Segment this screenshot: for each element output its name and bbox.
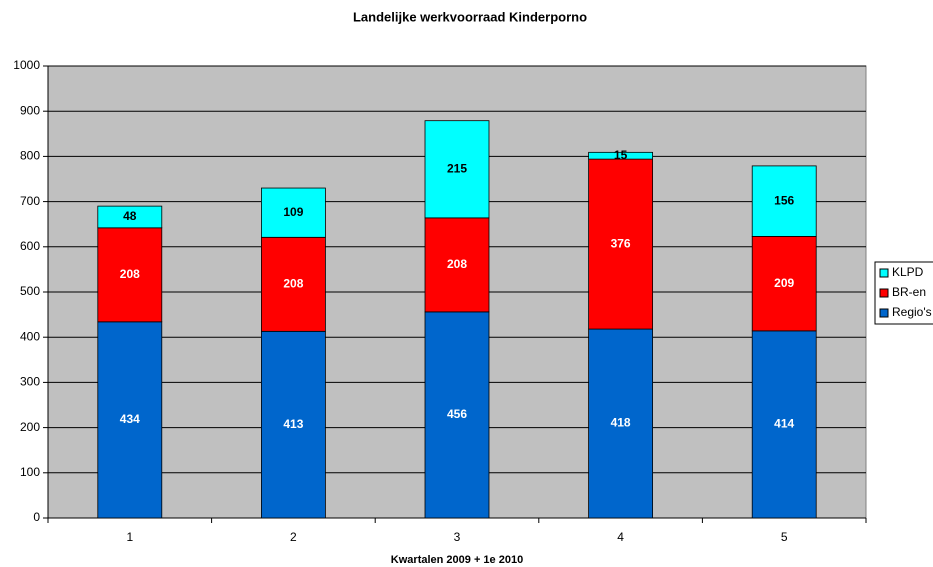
y-tick-label: 900 [20,103,40,117]
y-tick-label: 1000 [13,58,40,72]
bar-segment [97,321,163,519]
bar-segment [424,311,490,519]
data-label: 156 [774,193,794,207]
data-label: 376 [611,236,631,250]
bar-segment [260,236,326,332]
data-label: 208 [283,276,303,290]
data-label: 209 [774,276,794,290]
x-tick-label: 5 [781,530,788,544]
legend-swatch [879,308,889,318]
bar-segment [751,236,817,332]
legend-swatch [879,288,889,298]
bar-segment [588,151,653,160]
bar-segment [97,205,163,229]
x-tick-label: 3 [454,530,461,544]
bar-segment [751,165,817,237]
y-tick-label: 800 [20,149,40,163]
y-tick-label: 600 [20,239,40,253]
x-tick-label: 2 [290,530,297,544]
data-label: 208 [120,267,140,281]
bar-segment [751,330,817,519]
data-label: 215 [447,161,467,175]
data-label: 434 [120,412,140,426]
data-label: 48 [123,209,137,223]
y-tick-label: 500 [20,284,40,298]
bar-segment [424,217,490,313]
chart-title: Landelijke werkvoorraad Kinderporno [353,9,587,24]
data-label: 418 [611,416,631,430]
bar-segment [260,330,326,519]
data-label: 413 [283,417,303,431]
y-tick-label: 100 [20,465,40,479]
legend-swatch [879,268,889,278]
bar-segment [97,227,163,323]
bar-segment [424,120,490,219]
x-axis-title: Kwartalen 2009 + 1e 2010 [391,554,523,566]
data-label: 414 [774,417,794,431]
legend-label: BR-en [892,285,926,299]
data-label: 208 [447,257,467,271]
legend-label: Regio's [892,305,932,319]
y-tick-label: 0 [33,510,40,524]
y-tick-label: 300 [20,375,40,389]
y-tick-label: 700 [20,194,40,208]
y-tick-label: 400 [20,329,40,343]
data-label: 109 [283,205,303,219]
data-label: 456 [447,407,467,421]
x-tick-label: 4 [617,530,624,544]
x-tick-label: 1 [126,530,133,544]
legend-label: KLPD [892,265,924,279]
bar-segment [588,158,653,330]
bar-segment [588,328,653,519]
data-label: 15 [614,148,628,162]
bar-segment [260,187,326,238]
y-tick-label: 200 [20,420,40,434]
